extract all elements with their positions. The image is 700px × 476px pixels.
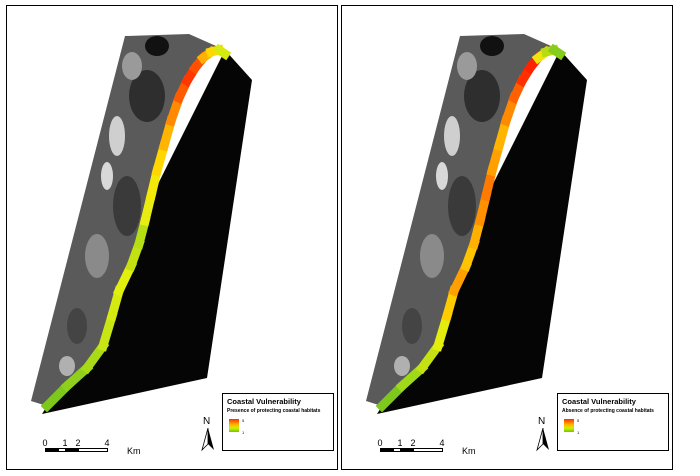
vulnerability-map-presence xyxy=(31,34,252,414)
north-arrow-icon xyxy=(201,428,214,452)
scale-tick-4: 4 xyxy=(439,438,445,448)
vulnerability-segment xyxy=(375,379,409,413)
map-panel-right: Coastal Vulnerability Absence of protect… xyxy=(341,5,673,470)
land-texture xyxy=(67,308,87,344)
scale-tick-4: 4 xyxy=(104,438,110,448)
scale-tick-0: 0 xyxy=(377,438,383,448)
land-texture xyxy=(145,36,169,56)
legend: Coastal Vulnerability Absence of protect… xyxy=(557,393,669,451)
vulnerability-segment xyxy=(447,259,473,298)
map-panel-left: Coastal Vulnerability Presence of protec… xyxy=(6,5,338,470)
vulnerability-segment xyxy=(40,379,74,413)
scale-tick-1: 1 xyxy=(397,438,403,448)
land-texture xyxy=(420,234,444,278)
scale-segment xyxy=(45,448,59,452)
vulnerability-segment xyxy=(212,43,232,61)
land-texture xyxy=(129,70,165,122)
legend-max-label: 5 xyxy=(577,418,580,423)
vulnerability-segment xyxy=(97,310,118,352)
scale-unit: Km xyxy=(127,446,141,456)
legend-subtitle: Presence of protecting coastal habitats xyxy=(227,408,321,414)
north-arrow: N xyxy=(535,417,551,453)
land-texture xyxy=(448,176,476,236)
vulnerability-segment xyxy=(432,310,453,352)
vulnerability-segment xyxy=(547,43,567,61)
land-texture xyxy=(436,162,448,190)
land-texture xyxy=(394,356,410,376)
scale-unit: Km xyxy=(462,446,476,456)
north-arrow-icon xyxy=(536,428,549,452)
scale-segment xyxy=(413,448,443,452)
legend: Coastal Vulnerability Presence of protec… xyxy=(222,393,334,451)
scale-tick-1: 1 xyxy=(62,438,68,448)
land-texture xyxy=(122,52,142,80)
vulnerability-segment xyxy=(112,259,138,298)
north-label: N xyxy=(538,416,546,427)
scale-segment xyxy=(380,448,394,452)
north-arrow: N xyxy=(200,417,216,453)
scale-tick-0: 0 xyxy=(42,438,48,448)
land-texture xyxy=(59,356,75,376)
scale-segment xyxy=(78,448,108,452)
scale-tick-2: 2 xyxy=(75,438,81,448)
land-texture xyxy=(85,234,109,278)
legend-color-ramp xyxy=(229,419,239,432)
legend-min-label: 1 xyxy=(577,430,580,435)
scale-segment xyxy=(65,448,79,452)
land-texture xyxy=(402,308,422,344)
legend-min-label: 1 xyxy=(242,430,245,435)
legend-max-label: 5 xyxy=(242,418,245,423)
land-texture xyxy=(109,116,125,156)
scale-bar: 0 1 2 4 Km xyxy=(372,438,492,462)
land-texture xyxy=(113,176,141,236)
scale-bar: 0 1 2 4 Km xyxy=(37,438,157,462)
north-label: N xyxy=(203,416,211,427)
legend-title: Coastal Vulnerability xyxy=(227,397,301,406)
land-texture xyxy=(101,162,113,190)
scale-segment xyxy=(400,448,414,452)
legend-color-ramp xyxy=(564,419,574,432)
land-texture xyxy=(457,52,477,80)
legend-title: Coastal Vulnerability xyxy=(562,397,636,406)
land-texture xyxy=(464,70,500,122)
vulnerability-map-absence xyxy=(366,34,587,414)
legend-subtitle: Absence of protecting coastal habitats xyxy=(562,408,654,414)
scale-tick-2: 2 xyxy=(410,438,416,448)
land-texture xyxy=(444,116,460,156)
land-texture xyxy=(480,36,504,56)
